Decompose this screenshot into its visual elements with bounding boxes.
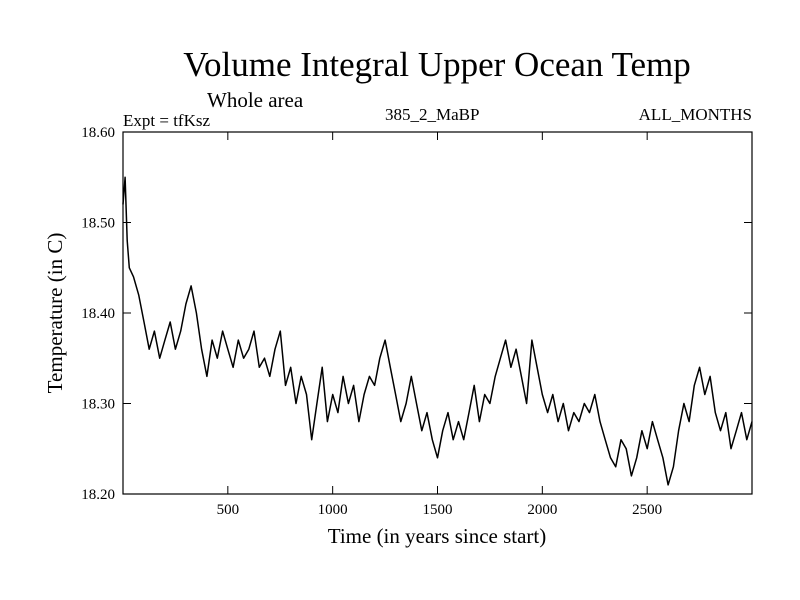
x-axis-ticks: 500 1000 1500 2000 2500	[217, 132, 662, 518]
x-tick-label: 1000	[318, 502, 348, 518]
y-axis-ticks: 18.20 18.30 18.40 18.50 18.60	[81, 125, 752, 503]
temperature-series-line	[122, 176, 753, 486]
y-tick-label: 18.40	[81, 306, 115, 322]
experiment-label: Expt = tfKsz	[123, 111, 210, 130]
months-label: ALL_MONTHS	[639, 105, 752, 124]
chart-title: Volume Integral Upper Ocean Temp	[183, 45, 690, 84]
x-tick-label: 2000	[527, 502, 557, 518]
run-label: 385_2_MaBP	[385, 105, 479, 124]
y-axis-label: Temperature (in C)	[43, 233, 67, 394]
y-tick-label: 18.60	[81, 125, 115, 141]
x-tick-label: 2500	[632, 502, 662, 518]
y-tick-label: 18.50	[81, 216, 115, 232]
chart-subtitle: Whole area	[207, 88, 304, 112]
y-tick-label: 18.30	[81, 397, 115, 413]
x-axis-label: Time (in years since start)	[328, 524, 547, 548]
x-tick-label: 1500	[423, 502, 453, 518]
x-tick-label: 500	[217, 502, 240, 518]
y-tick-label: 18.20	[81, 487, 115, 503]
